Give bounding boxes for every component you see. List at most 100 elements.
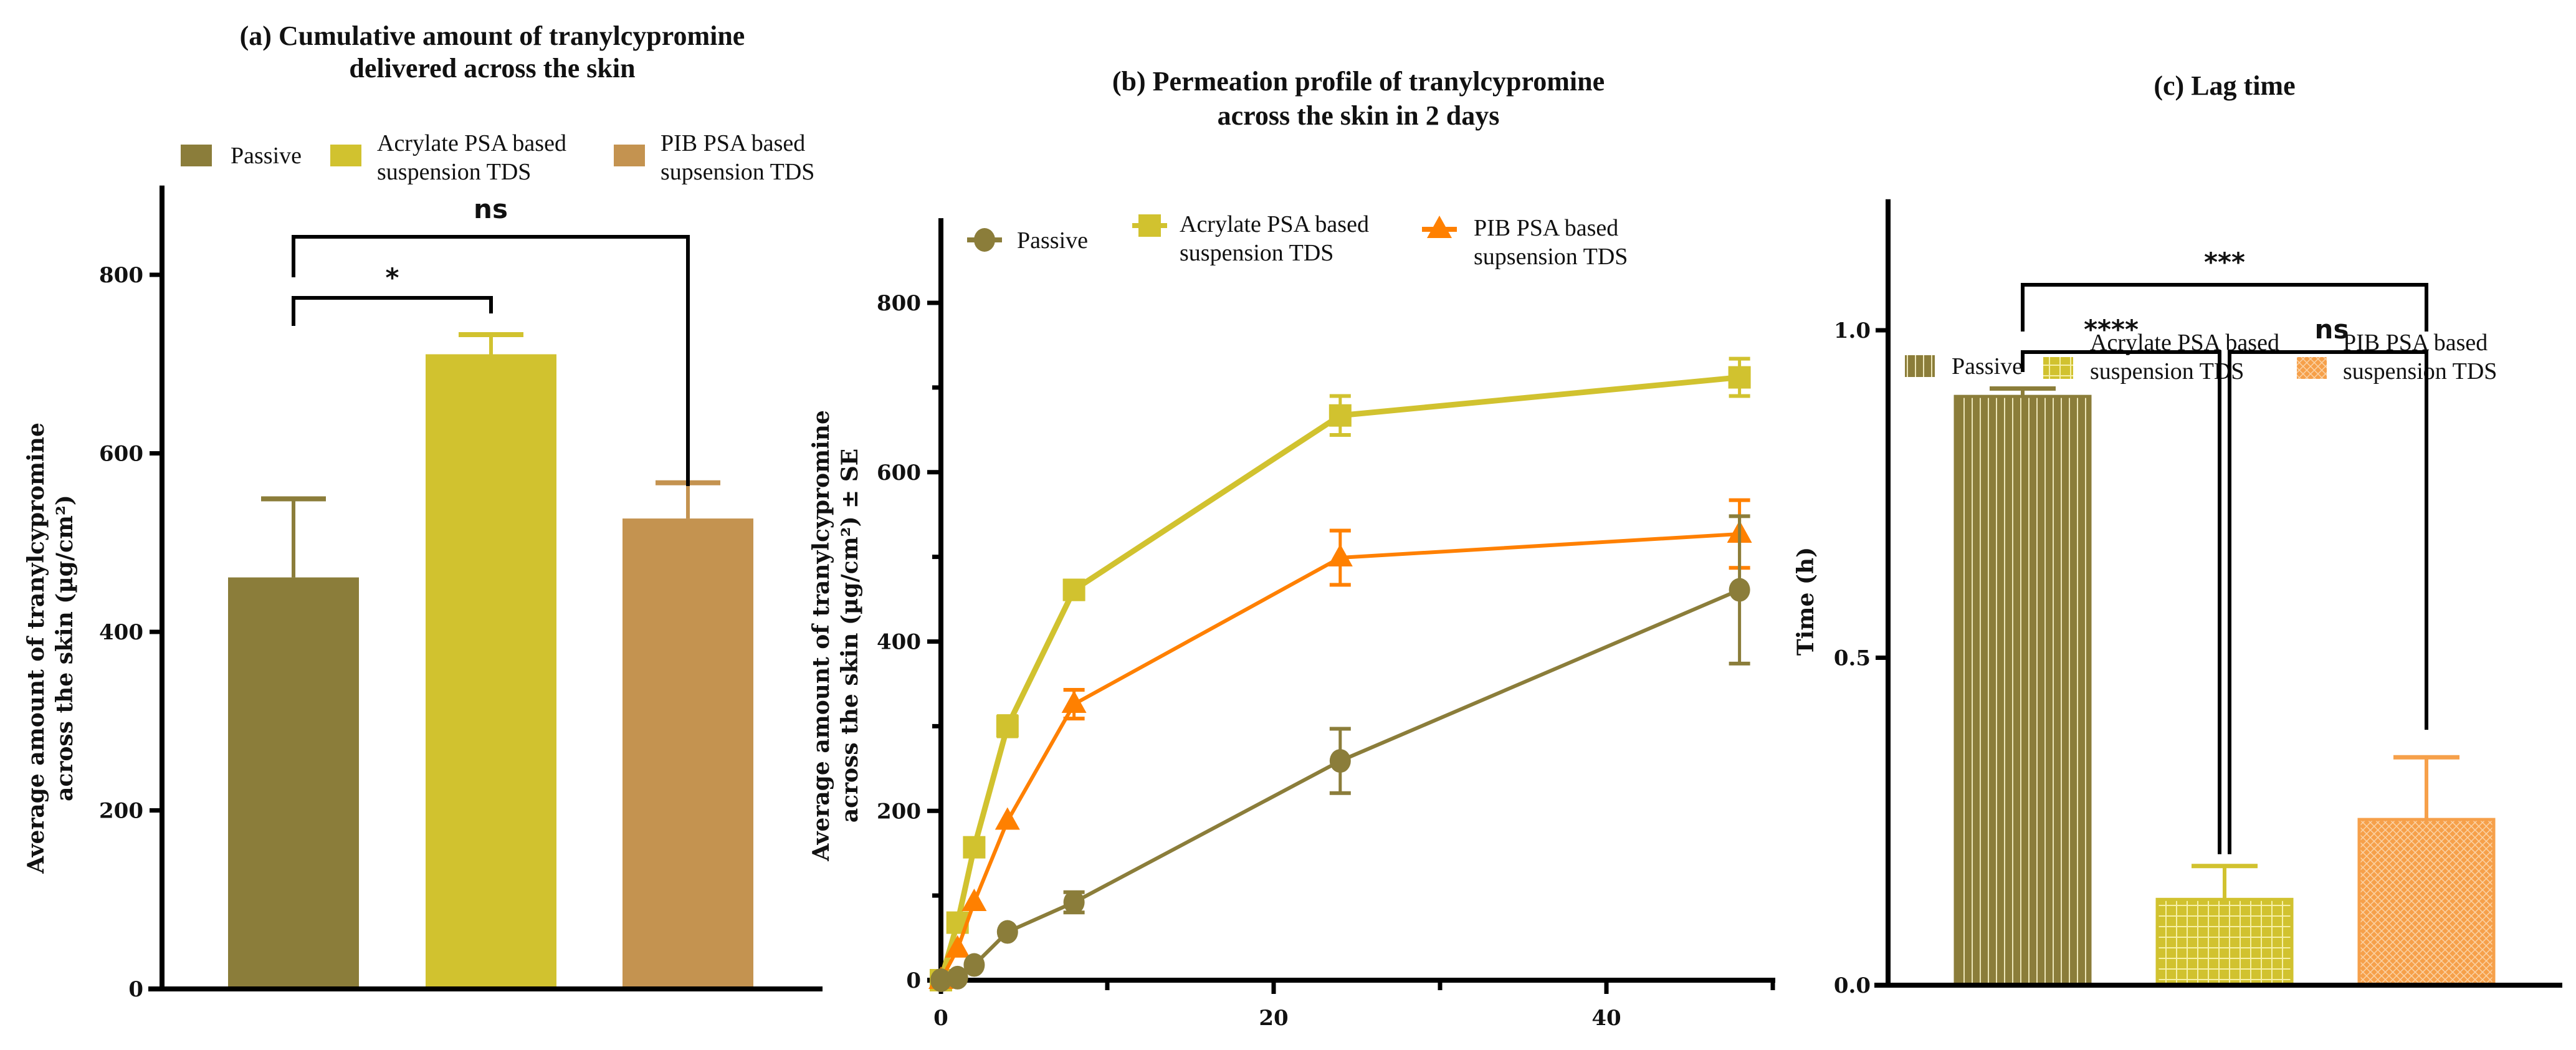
legend-label: Acrylate PSA based <box>377 130 566 156</box>
y-tick-label: 600 <box>877 461 921 485</box>
significance-bracket-ns <box>292 235 690 486</box>
panel-b-y-axis-label: Average amount of tranylcypromine across… <box>808 410 863 862</box>
x-tick-label: 20 <box>1259 1006 1288 1031</box>
panel-b-title-line-1: (b) Permeation profile of tranylcypromin… <box>1112 66 1605 97</box>
legend-label: Passive <box>231 143 302 169</box>
legend-marker-triangle <box>1427 216 1452 238</box>
panel-b-legend: Passive Acrylate PSA based suspension TDS P… <box>967 211 1628 270</box>
legend-item: Acrylate PSA based suspension TDS <box>330 130 566 185</box>
legend-label: PIB PSA based <box>1474 215 1618 241</box>
panel-a-cumulative-amount: (a) Cumulative amount of tranylcypromine… <box>23 21 823 1002</box>
panel-b-y-axis-label-line-1: Average amount of tranylcypromine <box>808 410 834 862</box>
data-point <box>1329 404 1352 427</box>
series-triangle <box>928 498 1752 989</box>
legend-item: PIB PSA based suspension TDS <box>2297 330 2497 384</box>
legend-swatch <box>2297 357 2327 379</box>
legend-swatch <box>2043 357 2073 379</box>
bar-1 <box>1953 394 2092 987</box>
y-tick-label: 0.5 <box>1834 646 1871 671</box>
y-tick-label: 0.0 <box>1834 973 1871 998</box>
significance-bracket-ns <box>2228 350 2428 854</box>
data-point <box>996 920 1018 944</box>
data-point <box>1327 543 1353 566</box>
data-point <box>1729 578 1750 602</box>
data-point <box>961 888 987 911</box>
y-tick-label: 0 <box>128 977 143 1002</box>
y-tick-label: 400 <box>99 620 143 645</box>
significance-label: * <box>386 262 399 293</box>
data-point <box>1329 749 1351 773</box>
panel-a-title-line-2: delivered across the skin <box>349 53 635 84</box>
legend-item: Passive <box>967 227 1088 254</box>
panel-c-title: (c) Lag time <box>2154 70 2295 101</box>
data-point <box>996 715 1019 738</box>
panel-a-legend: Passive Acrylate PSA based suspension TDS P… <box>181 130 814 185</box>
bar-2 <box>2155 897 2294 987</box>
legend-label: Acrylate PSA based <box>1180 211 1369 237</box>
legend-marker-square <box>1138 214 1161 237</box>
data-point <box>947 965 968 990</box>
data-point <box>1728 366 1751 389</box>
legend-label: suspension TDS <box>2343 358 2497 384</box>
significance-label: **** <box>2084 314 2139 345</box>
panel-a-title-line-1: (a) Cumulative amount of tranylcypromine <box>240 21 745 51</box>
significance-bracket-3star <box>2021 283 2428 332</box>
legend-label: PIB PSA based <box>661 130 805 156</box>
y-tick-label: 600 <box>99 442 143 467</box>
legend-label: supsension TDS <box>1474 244 1628 270</box>
legend-label: suspension TDS <box>1180 240 1333 266</box>
panel-a-plot-area: 0 200 400 600 800 * ns <box>99 185 823 1002</box>
panel-c-lag-time: (c) Lag time Passive Acrylate PSA basedsu… <box>1793 70 2562 998</box>
legend-swatch <box>330 145 361 166</box>
significance-bracket-star <box>292 296 493 326</box>
panel-b-plot-area: 0 200 400 600 800 0 20 40 <box>877 218 1775 1031</box>
data-point <box>1062 578 1085 601</box>
data-point <box>963 953 985 977</box>
significance-label: ns <box>2315 314 2349 345</box>
y-tick-label: 1.0 <box>1834 318 1871 343</box>
y-tick-label: 400 <box>877 630 921 655</box>
legend-swatch <box>181 145 212 166</box>
legend-item: Acrylate PSA based suspension TDS <box>1132 211 1369 266</box>
legend-label: supsension TDS <box>661 159 814 185</box>
legend-item: PIB PSA based supsension TDS <box>614 130 814 185</box>
significance-bracket-4star <box>2021 350 2221 854</box>
data-point <box>963 836 986 859</box>
y-tick-label: 800 <box>877 291 921 316</box>
legend-marker-circle <box>974 228 995 252</box>
x-tick-label: 40 <box>1591 1006 1621 1031</box>
legend-item: Passive <box>181 143 302 169</box>
panel-a-y-axis-label-line-2: across the skin (µg/cm²) <box>52 495 78 801</box>
bar-1 <box>228 577 359 989</box>
y-tick-label: 0 <box>906 968 921 993</box>
data-point <box>1063 890 1085 914</box>
legend-swatch <box>614 145 645 166</box>
y-tick-label: 800 <box>99 263 143 288</box>
legend-label: Passive <box>1017 227 1088 254</box>
series-line <box>938 375 1740 981</box>
bar-2 <box>426 354 556 989</box>
data-point <box>930 968 952 992</box>
data-point <box>945 935 970 958</box>
panel-a-y-axis-label-line-1: Average amount of tranylcypromine <box>23 422 49 874</box>
legend-label: suspension TDS <box>377 159 531 185</box>
panel-c-plot-area: 0.0 0.5 1.0 **** ns *** <box>1834 199 2562 998</box>
panel-b-y-axis-label-line-2: across the skin (µg/cm²) ± SE <box>837 449 863 823</box>
bar-3 <box>2357 818 2496 987</box>
panel-a-y-axis-label: Average amount of tranylcypromine across… <box>23 422 78 874</box>
legend-label: Passive <box>1952 353 2023 379</box>
panel-b-title-line-2: across the skin in 2 days <box>1218 100 1500 131</box>
panel-b-permeation-profile: (b) Permeation profile of tranylcypromin… <box>808 66 1775 1031</box>
legend-swatch <box>1905 355 1935 377</box>
significance-label: *** <box>2204 247 2245 277</box>
significance-label: ns <box>474 194 508 224</box>
data-point <box>1061 690 1087 714</box>
legend-item: PIB PSA based supsension TDS <box>1422 215 1628 270</box>
series-circle <box>930 514 1750 992</box>
panel-c-y-axis-label: Time (h) <box>1793 547 1819 656</box>
panel-c-y-axis-label: Time (h) <box>1793 547 1819 656</box>
legend-item: Passive <box>1905 353 2023 379</box>
